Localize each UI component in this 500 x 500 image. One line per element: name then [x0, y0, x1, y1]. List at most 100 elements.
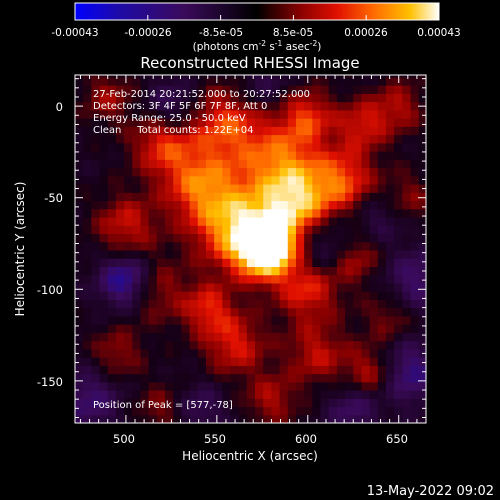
heatmap-cell [181, 216, 191, 226]
heatmap-cell [83, 348, 92, 358]
heatmap-cell [271, 151, 281, 160]
heatmap-cell [287, 241, 297, 251]
heatmap-cell [197, 134, 207, 144]
heatmap-cell [345, 167, 354, 177]
heatmap-cell [320, 175, 330, 185]
heatmap-cell [140, 332, 150, 342]
heatmap-cell [418, 75, 426, 78]
heatmap-cell [132, 340, 142, 350]
heatmap-cell [328, 208, 338, 218]
heatmap-cell [377, 183, 387, 193]
heatmap-cell [336, 142, 346, 152]
heatmap-cell [140, 75, 150, 78]
heatmap-cell [181, 258, 191, 267]
heatmap-cell [402, 75, 412, 78]
heatmap-cell [197, 208, 207, 218]
heatmap-cell [132, 200, 142, 210]
heatmap-cell [214, 93, 223, 103]
heatmap-cell [410, 159, 420, 169]
heatmap-cell [173, 134, 182, 144]
heatmap-cell [255, 315, 264, 325]
heatmap-cell [99, 340, 109, 350]
heatmap-cell [181, 348, 191, 358]
heatmap-cell [132, 249, 142, 259]
heatmap-cell [181, 151, 191, 160]
heatmap-cell [75, 365, 84, 375]
heatmap-cell [75, 373, 84, 383]
heatmap-cell [377, 249, 387, 259]
heatmap-cell [312, 233, 322, 243]
heatmap-cell [328, 414, 338, 423]
heatmap-cell [410, 249, 420, 259]
heatmap-cell [353, 241, 363, 251]
heatmap-cell [173, 159, 182, 169]
heatmap-cell [181, 266, 191, 276]
heatmap-cell [115, 365, 125, 375]
heatmap-cell [107, 101, 117, 111]
heatmap-cell [410, 208, 420, 218]
heatmap-cell [124, 183, 133, 193]
heatmap-cell [410, 151, 420, 160]
heatmap-cell [271, 85, 281, 94]
heatmap-cell [385, 315, 395, 325]
heatmap-cell [173, 93, 182, 103]
heatmap-cell [173, 332, 182, 342]
heatmap-cell [295, 142, 305, 152]
heatmap-cell [115, 249, 125, 259]
heatmap-cell [361, 126, 371, 136]
heatmap-cell [173, 357, 182, 366]
heatmap-cell [75, 348, 84, 358]
heatmap-cell [230, 233, 240, 243]
heatmap-cell [263, 365, 273, 375]
heatmap-cell [83, 315, 92, 325]
heatmap-cell [156, 126, 166, 136]
heatmap-cell [173, 324, 182, 333]
heatmap-cell [377, 332, 387, 342]
heatmap-cell [345, 324, 354, 333]
heatmap-cell [271, 142, 281, 152]
heatmap-cell [418, 398, 426, 408]
heatmap-cell [214, 118, 223, 127]
heatmap-cell [165, 216, 174, 226]
heatmap-cell [83, 398, 92, 408]
heatmap-cell [132, 175, 142, 185]
heatmap-cell [107, 159, 117, 169]
heatmap-cell [271, 183, 281, 193]
heatmap-cell [377, 192, 387, 202]
heatmap-cell [336, 167, 346, 177]
heatmap-cell [238, 192, 248, 202]
heatmap-cell [255, 167, 264, 177]
heatmap-cell [205, 75, 215, 78]
heatmap-cell [287, 282, 297, 292]
heatmap-cell [173, 307, 182, 317]
heatmap-cell [156, 258, 166, 267]
heatmap-cell [205, 307, 215, 317]
heatmap-cell [156, 192, 166, 202]
heatmap-cell [165, 249, 174, 259]
heatmap-cell [255, 365, 264, 375]
annotation-energy-range: Energy Range: 25.0 - 50.0 keV [93, 113, 246, 124]
heatmap-cell [328, 291, 338, 300]
heatmap-cell [83, 307, 92, 317]
heatmap-cell [255, 266, 264, 276]
heatmap-cell [336, 299, 346, 309]
heatmap-cell [345, 134, 354, 144]
heatmap-cell [418, 291, 426, 300]
heatmap-cell [132, 414, 142, 423]
heatmap-cell [165, 142, 174, 152]
heatmap-cell [140, 266, 150, 276]
heatmap-cell [140, 357, 150, 366]
heatmap-cell [115, 200, 125, 210]
heatmap-cell [369, 299, 379, 309]
heatmap-cell [238, 126, 248, 136]
heatmap-cell [246, 381, 256, 391]
heatmap-cell [197, 398, 207, 408]
heatmap-cell [263, 142, 273, 152]
heatmap-cell [402, 134, 412, 144]
heatmap-cell [279, 93, 289, 103]
heatmap-cell [197, 282, 207, 292]
heatmap-cell [83, 332, 92, 342]
heatmap-cell [148, 216, 158, 226]
heatmap-cell [377, 159, 387, 169]
heatmap-cell [418, 365, 426, 375]
